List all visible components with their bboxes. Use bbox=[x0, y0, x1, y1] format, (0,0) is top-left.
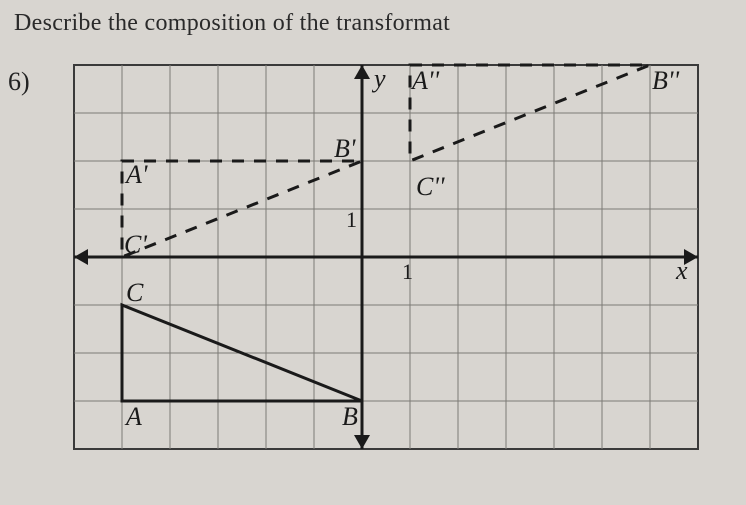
question-number: 6) bbox=[0, 45, 64, 97]
axes bbox=[74, 65, 698, 449]
coordinate-graph: y x 1 1 A B C A' B' C' A'' B'' C'' bbox=[64, 45, 724, 485]
arrow-left-icon bbox=[74, 249, 88, 265]
label-A: A bbox=[124, 402, 142, 431]
label-A-dprime: A'' bbox=[410, 66, 439, 95]
label-B-dprime: B'' bbox=[652, 66, 679, 95]
label-C-dprime: C'' bbox=[416, 172, 445, 201]
label-C: C bbox=[126, 278, 144, 307]
label-C-prime: C' bbox=[124, 230, 147, 259]
label-A-prime: A' bbox=[124, 160, 148, 189]
page-heading: Describe the composition of the transfor… bbox=[14, 10, 746, 37]
label-B: B bbox=[342, 402, 358, 431]
label-B-prime: B' bbox=[334, 134, 356, 163]
y-axis-label: y bbox=[371, 64, 386, 93]
unit-y-label: 1 bbox=[346, 207, 357, 232]
arrow-up-icon bbox=[354, 65, 370, 79]
unit-x-label: 1 bbox=[402, 259, 413, 284]
question-row: 6) bbox=[0, 45, 746, 485]
x-axis-label: x bbox=[675, 256, 688, 285]
arrow-down-icon bbox=[354, 435, 370, 449]
